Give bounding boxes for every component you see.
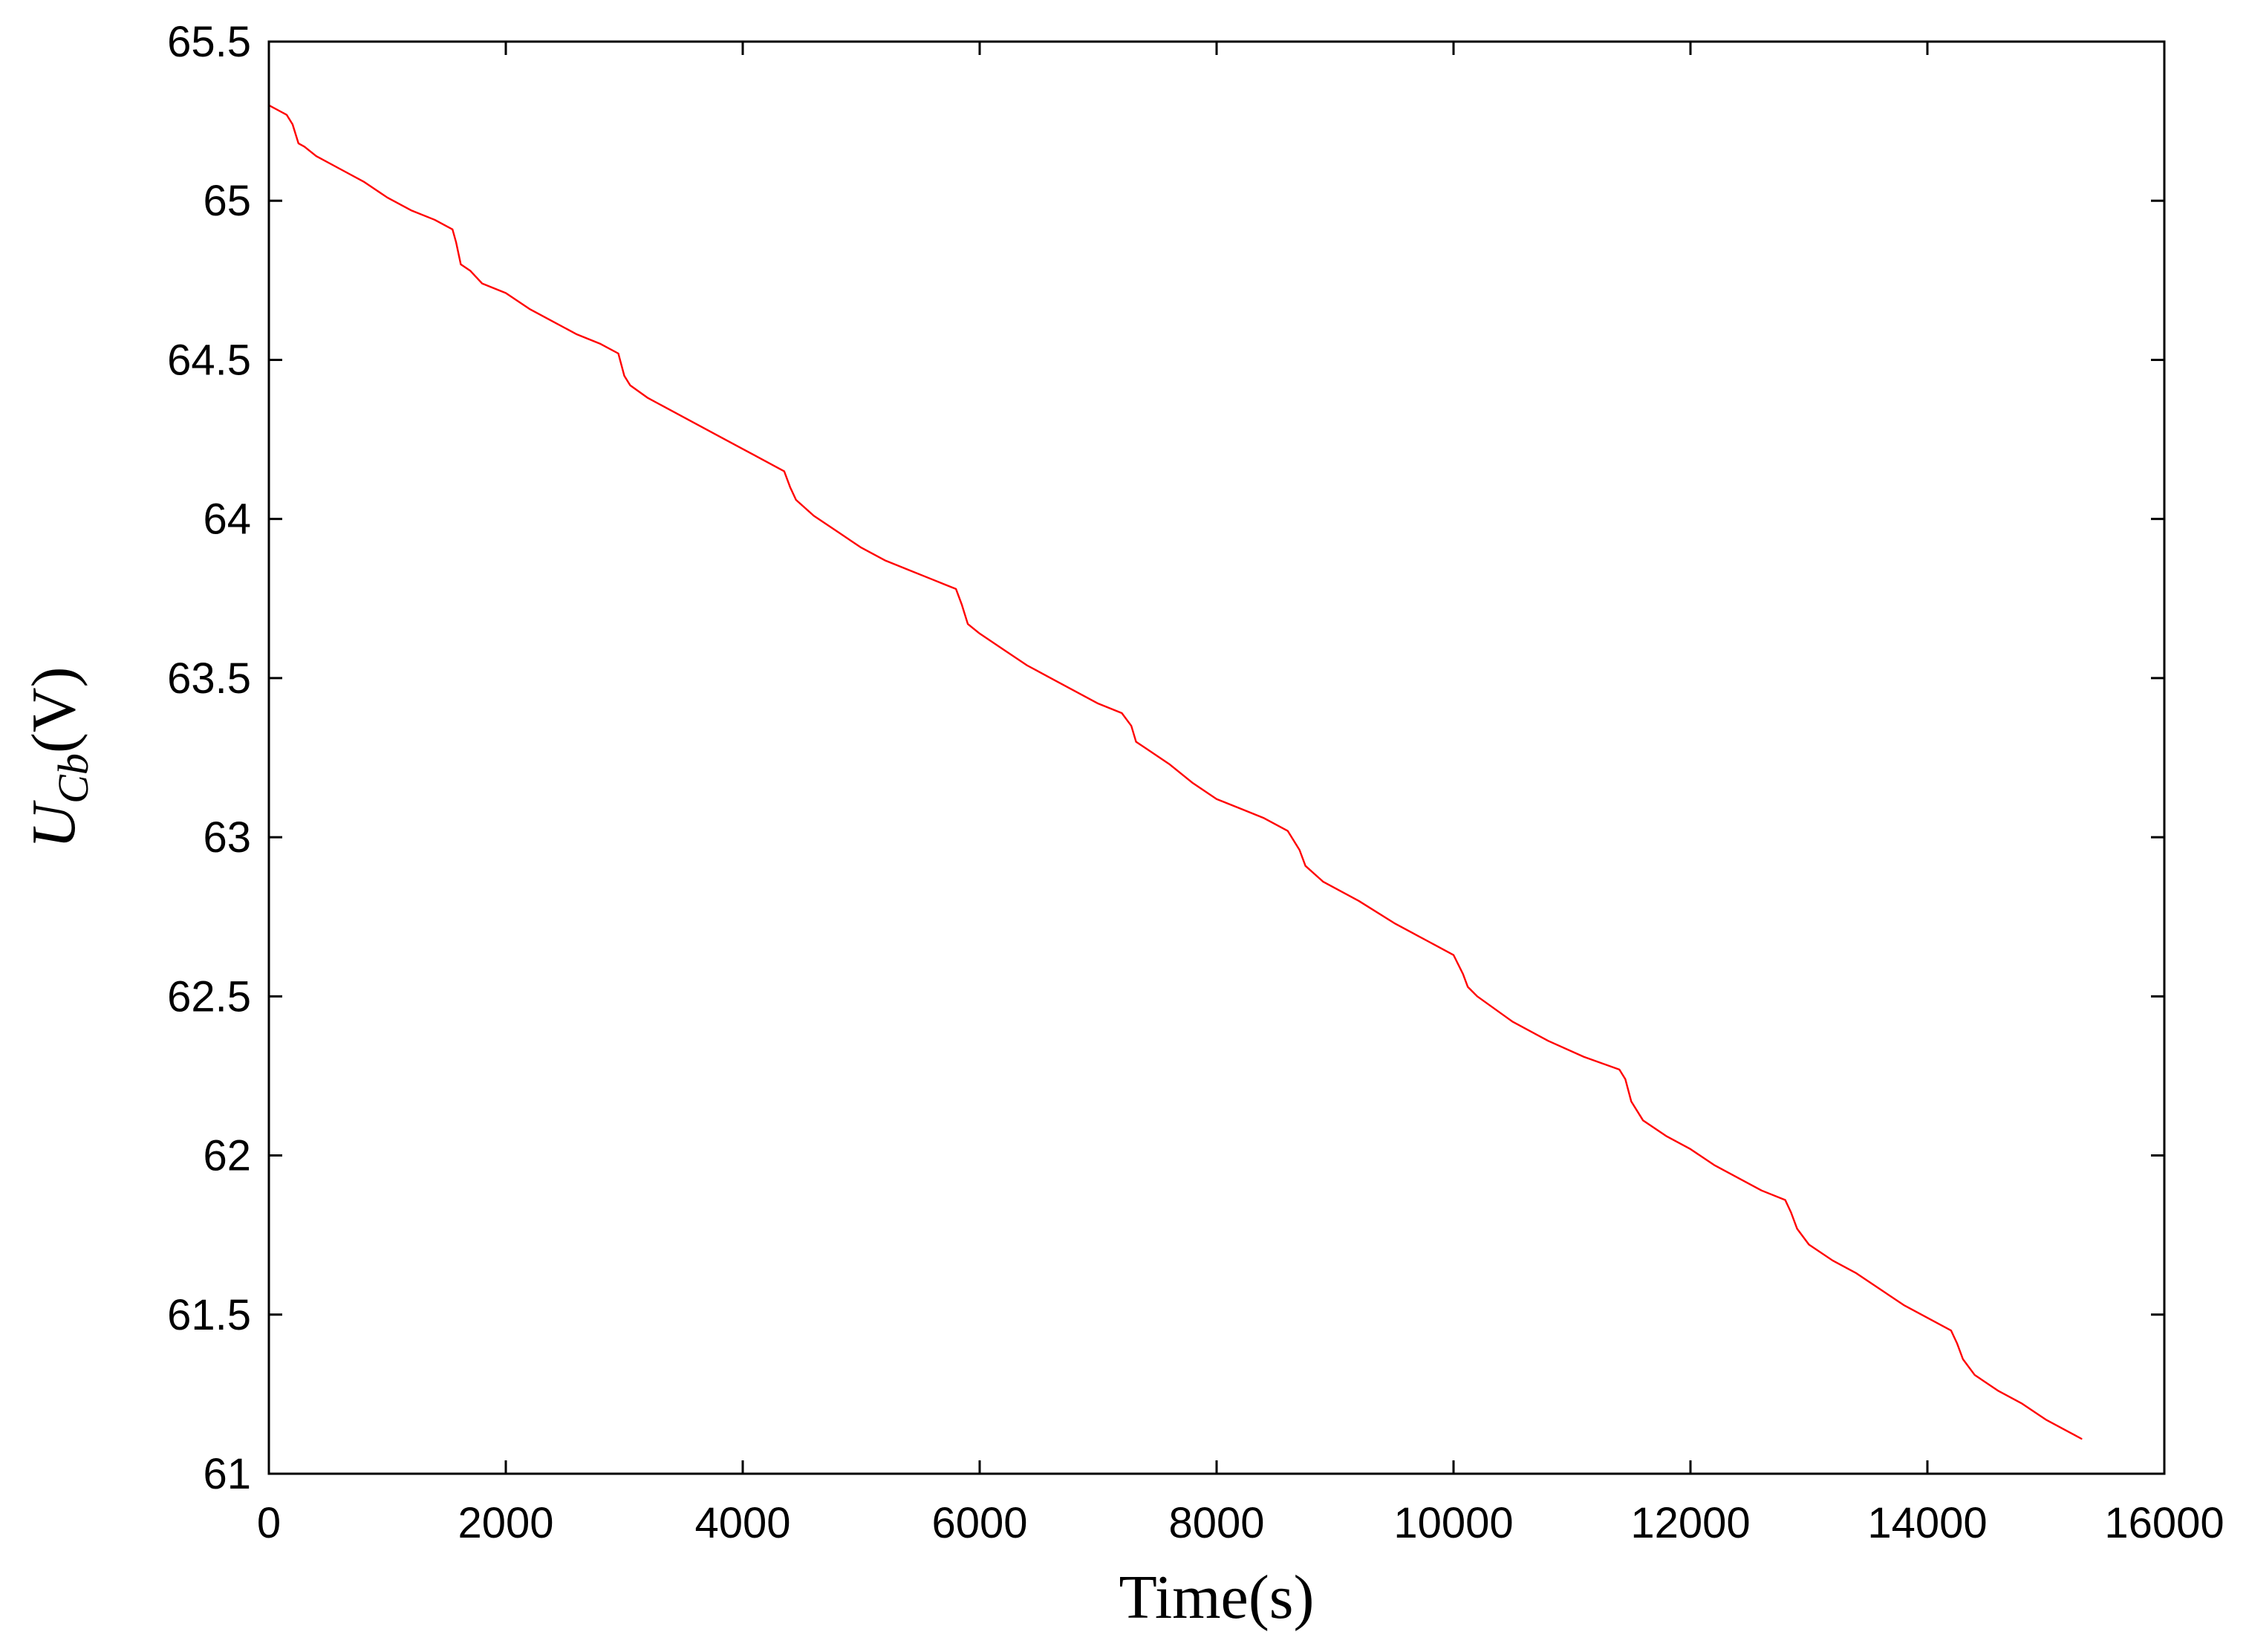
y-tick-label: 61 — [203, 1450, 251, 1498]
series-line-0 — [267, 104, 2083, 1440]
y-tick-label: 65 — [203, 177, 251, 225]
y-axis-title-subscript: Cb — [49, 753, 97, 804]
x-tick-label: 16000 — [2104, 1499, 2224, 1547]
y-tick-label: 61.5 — [167, 1291, 251, 1339]
y-tick-label: 63 — [203, 813, 251, 862]
x-tick-label: 12000 — [1630, 1499, 1750, 1547]
x-tick-label: 8000 — [1168, 1499, 1264, 1547]
y-axis-title-unit: (V) — [19, 667, 88, 754]
y-tick-label: 62.5 — [167, 972, 251, 1021]
x-tick-label: 4000 — [694, 1499, 790, 1547]
y-tick-label: 62 — [203, 1132, 251, 1180]
ticks-layer: 0 2000 4000 6000 8000 10000 12000 14000 16000 61 6… — [167, 18, 2224, 1547]
x-axis-title: Time(s) — [1119, 1563, 1315, 1632]
y-axis-title-main: U — [19, 799, 88, 848]
y-axis-title: UCb(V) — [19, 667, 97, 849]
y-tick-label: 64.5 — [167, 336, 251, 384]
plot-frame — [267, 40, 2166, 1475]
x-tick-label: 14000 — [1867, 1499, 1987, 1547]
y-tick-label: 64 — [203, 495, 251, 544]
y-axis-title-text: UCb(V) — [19, 667, 97, 849]
series-layer — [267, 104, 2083, 1440]
x-tick-label: 2000 — [458, 1499, 553, 1547]
x-tick-label: 0 — [257, 1499, 281, 1547]
x-tick-label: 10000 — [1393, 1499, 1513, 1547]
y-tick-label: 63.5 — [167, 654, 251, 703]
y-tick-label: 65.5 — [167, 18, 251, 66]
x-tick-label: 6000 — [931, 1499, 1027, 1547]
